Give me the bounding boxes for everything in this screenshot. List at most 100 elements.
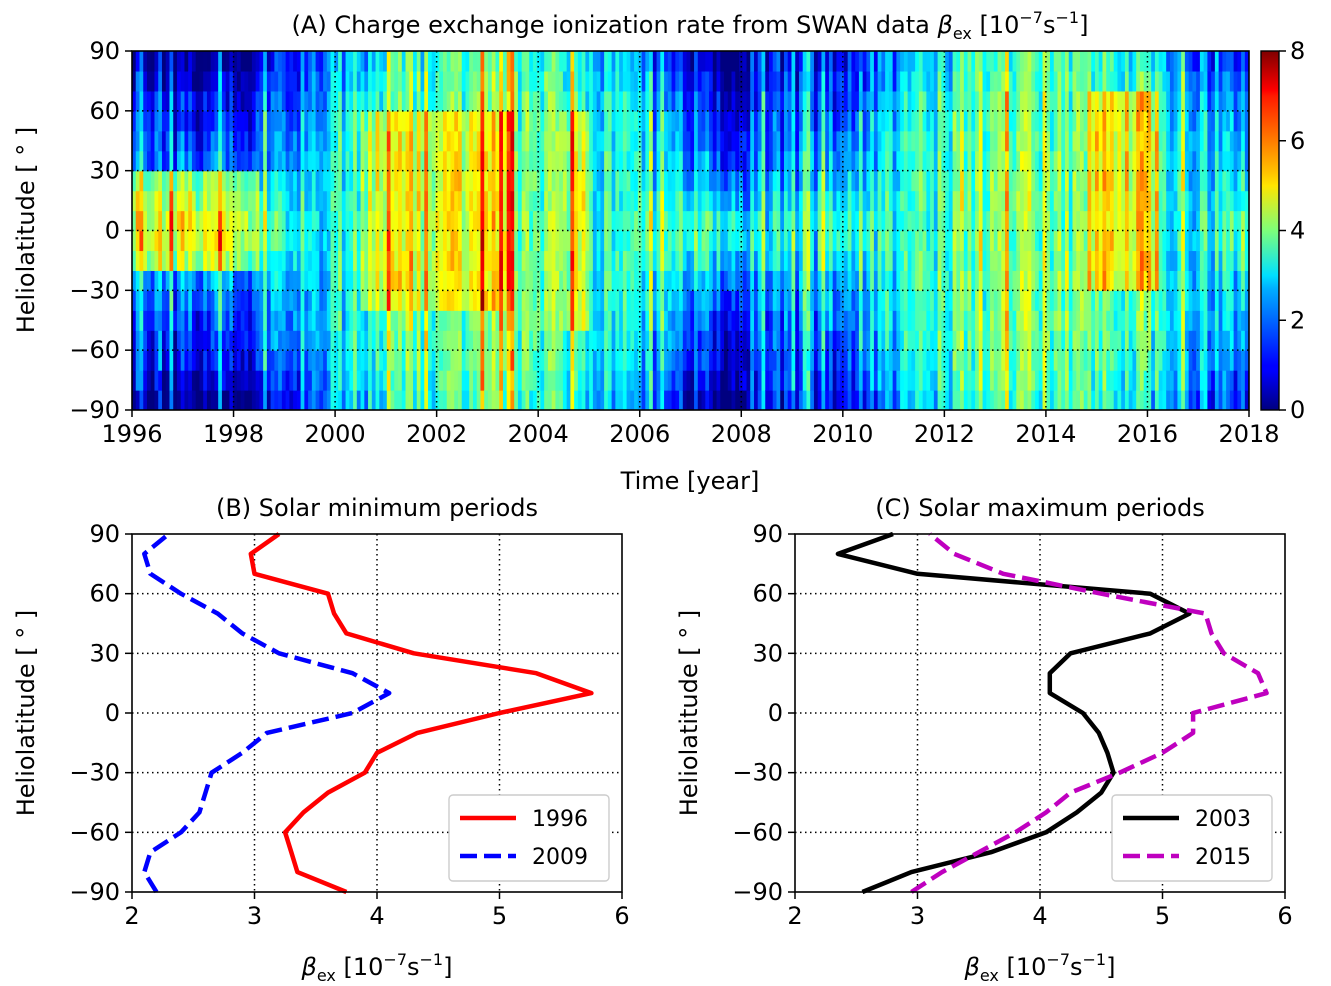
heatmap-cell [622, 210, 628, 232]
heatmap-cell [285, 210, 290, 232]
heatmap-cell [963, 310, 969, 331]
heatmap-cell [487, 150, 493, 172]
heatmap-cell [705, 270, 710, 291]
heatmap-cell [724, 310, 729, 331]
heatmap-cell [499, 290, 504, 311]
heatmap-cell [948, 350, 954, 371]
heatmap-cell [169, 170, 174, 192]
heatmap-cell [581, 70, 586, 92]
heatmap-cell [903, 270, 909, 291]
heatmap-cell [293, 130, 298, 152]
heatmap-cell [821, 370, 826, 391]
heatmap-cell [341, 230, 347, 252]
heatmap-cell [315, 210, 320, 232]
heatmap-cell [431, 390, 437, 410]
heatmap-cell [555, 390, 560, 410]
heatmap-cell [341, 330, 347, 351]
heatmap-cell [682, 190, 688, 212]
heatmap-cell [1050, 350, 1055, 371]
heatmap-cell [746, 370, 751, 391]
heatmap-cell [596, 330, 601, 351]
heatmap-cell [1076, 90, 1081, 112]
heatmap-cell [877, 170, 883, 192]
heatmap-cell [675, 190, 680, 212]
heatmap-cell [574, 70, 579, 92]
heatmap-cell [225, 150, 231, 172]
heatmap-cell [724, 110, 729, 132]
heatmap-cell [896, 210, 901, 232]
heatmap-cell [435, 51, 440, 72]
heatmap-cell [510, 150, 515, 172]
heatmap-cell [446, 350, 452, 371]
heatmap-cell [671, 150, 676, 172]
heatmap-cell [529, 230, 534, 252]
heatmap-cell [345, 110, 350, 132]
heatmap-cell [697, 310, 703, 331]
heatmap-cell [975, 390, 980, 410]
heatmap-cell [319, 190, 324, 212]
heatmap-cell [514, 270, 519, 291]
heatmap-cell [930, 350, 935, 371]
heatmap-cell [506, 230, 512, 252]
heatmap-cell [694, 110, 699, 132]
heatmap-cell [679, 390, 684, 410]
heatmap-cell [472, 190, 478, 212]
heatmap-cell [304, 51, 309, 72]
heatmap-cell [1147, 70, 1152, 92]
heatmap-cell [1023, 90, 1029, 112]
heatmap-cell [847, 110, 853, 132]
heatmap-cell [495, 350, 500, 371]
heatmap-cell [768, 250, 774, 271]
heatmap-cell [772, 330, 778, 351]
heatmap-cell [457, 250, 463, 271]
heatmap-cell [158, 70, 163, 92]
heatmap-cell [574, 170, 579, 192]
heatmap-cell [176, 70, 182, 92]
heatmap-cell [604, 290, 609, 311]
heatmap-cell [1027, 330, 1032, 351]
heatmap-cell [821, 310, 826, 331]
heatmap-cell [143, 90, 148, 112]
heatmap-cell [1154, 130, 1160, 152]
heatmap-cell [705, 370, 710, 391]
heatmap-cell [349, 310, 354, 331]
heatmap-cell [1128, 170, 1134, 192]
heatmap-cell [233, 130, 238, 152]
heatmap-cell [555, 250, 560, 271]
heatmap-cell [701, 170, 706, 192]
heatmap-cell [547, 250, 553, 271]
heatmap-cell [326, 230, 332, 252]
heatmap-cell [870, 230, 875, 252]
heatmap-cell [401, 250, 407, 271]
heatmap-cell [716, 290, 721, 311]
heatmap-cell [199, 190, 204, 212]
heatmap-cell [1158, 370, 1164, 391]
heatmap-cell [517, 390, 523, 410]
heatmap-cell [892, 170, 897, 192]
heatmap-cell [780, 150, 785, 172]
heatmap-cell [750, 190, 755, 212]
heatmap-cell [765, 150, 770, 172]
heatmap-cell [1124, 210, 1130, 232]
heatmap-cell [1124, 310, 1130, 331]
heatmap-cell [457, 330, 463, 351]
heatmap-cell [682, 330, 688, 351]
heatmap-cell [1020, 230, 1025, 252]
heatmap-cell [161, 210, 167, 232]
heatmap-cell [1057, 210, 1062, 232]
heatmap-cell [802, 51, 808, 72]
heatmap-cell [922, 70, 927, 92]
heatmap-cell [289, 370, 294, 391]
heatmap-cell [596, 110, 601, 132]
heatmap-cell [510, 310, 515, 331]
heatmap-cell [158, 51, 163, 72]
heatmap-cell [817, 90, 823, 112]
heatmap-cell [930, 51, 935, 72]
heatmap-cell [652, 170, 658, 192]
heatmap-cell [772, 51, 778, 72]
heatmap-cell [480, 310, 485, 331]
heatmap-cell [1053, 190, 1059, 212]
heatmap-cell [536, 370, 542, 391]
heatmap-cell [903, 110, 909, 132]
heatmap-cell [787, 130, 793, 152]
